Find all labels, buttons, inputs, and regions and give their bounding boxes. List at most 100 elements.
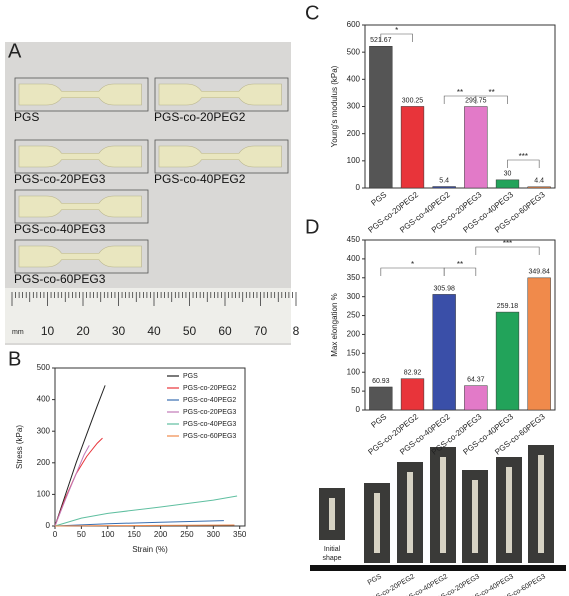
bar (400, 106, 425, 189)
series-line (54, 524, 235, 527)
caption: Initial (324, 546, 341, 553)
y-tick-label: 100 (347, 156, 361, 165)
panel-label: B (8, 348, 21, 370)
specimen-strip (329, 498, 335, 530)
y-tick-label: 500 (37, 363, 51, 372)
x-tick-label: 300 (207, 530, 221, 539)
specimen-strip (440, 457, 446, 553)
specimen (18, 145, 142, 168)
y-tick-label: 200 (347, 129, 361, 138)
specimen-label: PGS-co-40PEG2 (154, 172, 246, 186)
legend-label: PGS (183, 373, 198, 380)
x-tick-label: 150 (127, 530, 141, 539)
y-tick-label: 450 (347, 235, 361, 244)
bar (432, 186, 456, 189)
y-tick-label: 250 (347, 311, 361, 320)
y-tick-label: 0 (46, 521, 51, 530)
y-tick-label: 100 (347, 367, 361, 376)
significance-label: * (411, 260, 414, 269)
x-tick-label: 200 (154, 530, 168, 539)
y-tick-label: 150 (347, 348, 361, 357)
y-tick-label: 300 (37, 426, 51, 435)
specimen-label: PGS-co-60PEG3 (14, 272, 106, 286)
y-tick-label: 0 (356, 405, 361, 414)
significance-bracket (443, 267, 477, 276)
series-line (54, 520, 224, 527)
bar (369, 386, 393, 411)
y-tick-label: 350 (347, 273, 361, 282)
value-label: 60.93 (372, 378, 390, 385)
ruler-label: mm (12, 329, 24, 336)
significance-bracket (380, 267, 445, 276)
panel-label: C (305, 2, 319, 24)
specimen-label: PGS (14, 110, 39, 124)
plot-frame (364, 239, 556, 411)
x-tick-label: 350 (233, 530, 247, 539)
specimen (18, 83, 142, 106)
y-axis-label: Young's modulus (kPa) (330, 65, 339, 147)
specimen (18, 195, 142, 218)
legend-label: PGS-co-40PEG2 (183, 397, 236, 404)
series-line (54, 495, 238, 527)
specimen-label: PGS-co-40PEG3 (14, 222, 106, 236)
y-axis-label: Max elongation % (330, 293, 339, 357)
value-label: 305.98 (433, 285, 455, 292)
x-tick-label: PGS (370, 190, 389, 208)
y-tick-label: 50 (351, 386, 360, 395)
base-plate (310, 565, 566, 571)
significance-bracket (475, 95, 508, 104)
panel-label: D (305, 216, 319, 238)
specimen-frame (14, 139, 149, 174)
series-line (54, 445, 90, 527)
bar (495, 179, 520, 189)
y-tick-label: 100 (37, 490, 51, 499)
bar (369, 46, 393, 189)
legend-label: PGS-co-20PEG3 (183, 409, 236, 416)
y-tick-label: 400 (347, 254, 361, 263)
caption: shape (322, 555, 341, 562)
bar (432, 294, 456, 411)
plot-frame (54, 367, 246, 527)
ruler-label: 40 (147, 324, 161, 338)
significance-bracket (380, 33, 413, 42)
ruler (5, 288, 291, 343)
specimen-frame (14, 189, 149, 224)
specimen (158, 145, 282, 168)
x-axis-label: Strain (%) (132, 545, 168, 554)
significance-label: ** (457, 260, 463, 269)
x-tick-label: 100 (101, 530, 115, 539)
specimen (158, 83, 282, 106)
significance-label: ** (489, 88, 495, 97)
ruler-label: 60 (218, 324, 232, 338)
value-label: 300.25 (402, 97, 424, 104)
specimen-label: PGS-co-20PEG3 (14, 172, 106, 186)
y-tick-label: 600 (347, 20, 361, 29)
significance-bracket (507, 159, 540, 168)
y-tick-label: 300 (347, 102, 361, 111)
legend-label: PGS-co-40PEG3 (183, 421, 236, 428)
ruler-label: 20 (76, 324, 90, 338)
x-tick-label: 0 (53, 530, 58, 539)
series-line (54, 385, 106, 527)
value-label: 64.37 (467, 377, 485, 384)
ruler-label: 8 (293, 324, 300, 338)
value-label: 349.84 (528, 269, 550, 276)
bar (495, 311, 520, 411)
y-tick-label: 200 (347, 330, 361, 339)
y-tick-label: 300 (347, 292, 361, 301)
panel-label: A (8, 40, 22, 62)
specimen-strip (506, 467, 512, 553)
significance-label: *** (503, 239, 512, 248)
significance-label: *** (519, 152, 528, 161)
specimen-strip (538, 455, 544, 553)
ruler-label: 30 (112, 324, 126, 338)
specimen-frame (154, 77, 289, 112)
bar (400, 378, 425, 411)
ruler-label: 10 (41, 324, 55, 338)
bar (527, 186, 551, 189)
value-label: 5.4 (439, 177, 449, 184)
significance-bracket (475, 246, 540, 255)
specimen-frame (14, 239, 149, 274)
specimen-strip (407, 472, 413, 553)
legend-label: PGS-co-60PEG3 (183, 433, 236, 440)
